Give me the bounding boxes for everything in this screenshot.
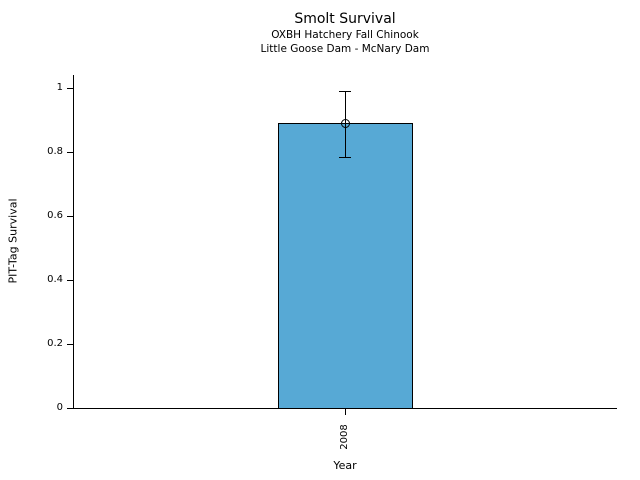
bar [277,123,413,409]
chart-subtitle-line1: OXBH Hatchery Fall Chinook [271,29,419,41]
y-tick-label: 1 [56,82,63,93]
y-tick-mark [67,280,73,281]
chart-title: Smolt Survival [294,11,396,27]
y-tick-label: 0.8 [47,146,63,157]
mean-marker-circle [340,118,350,128]
y-axis-spine [73,75,74,409]
y-tick-label: 0 [56,402,63,413]
x-axis-label: Year [333,459,357,472]
x-tick-label: 2008 [339,424,350,450]
x-tick-mark [344,409,346,415]
error-bar-cap-top [339,91,351,93]
y-tick-mark [67,152,73,153]
y-tick-mark [67,408,73,409]
y-tick-label: 0.6 [47,210,63,221]
chart-subtitle-line2: Little Goose Dam - McNary Dam [260,43,430,55]
error-bar-cap-bottom [339,156,351,158]
y-tick-mark [67,88,73,89]
y-tick-mark [67,216,73,217]
y-tick-label: 0.2 [47,338,63,349]
y-tick-label: 0.4 [47,274,63,285]
y-tick-mark [67,344,73,345]
